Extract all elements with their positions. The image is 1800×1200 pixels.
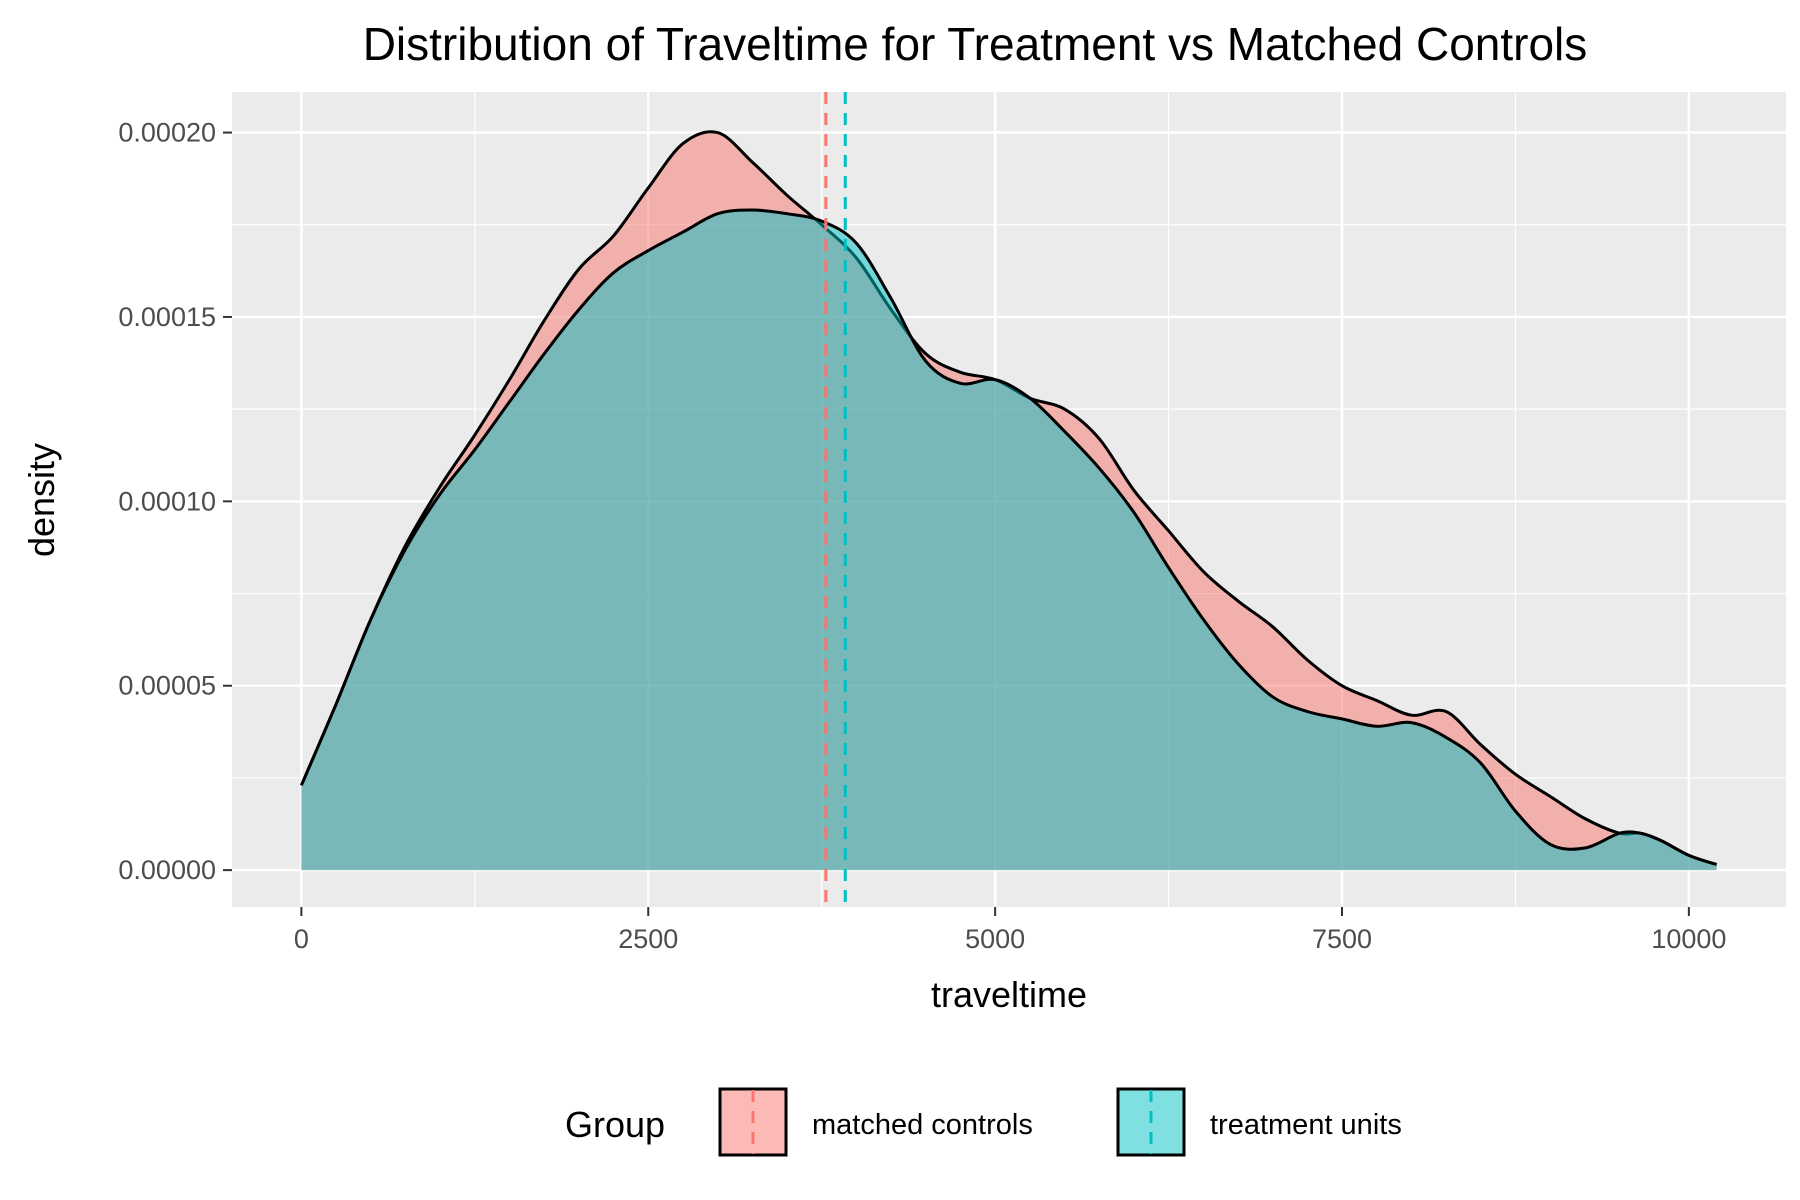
legend-items: matched controls treatment units	[718, 1087, 1402, 1157]
legend: Group matched controls treatment units	[565, 1087, 1402, 1157]
y-tick-label: 0.00020	[118, 118, 216, 148]
y-axis-title: density	[21, 443, 62, 557]
density-line-treatment-units	[300, 208, 1718, 867]
density-area-treatment-units	[301, 210, 1717, 871]
x-tick-label: 7500	[1312, 924, 1372, 954]
x-axis: 0 2500 5000 7500 10000	[294, 907, 1726, 954]
legend-label-treatment-units: treatment units	[1210, 1109, 1402, 1141]
legend-title: Group	[565, 1104, 665, 1145]
y-axis: 0.00000 0.00005 0.00010 0.00015 0.00020	[118, 118, 232, 885]
legend-label-matched-controls: matched controls	[812, 1109, 1033, 1141]
x-tick-label: 5000	[965, 924, 1025, 954]
mean-lines	[824, 92, 847, 907]
y-tick-label: 0.00015	[118, 302, 216, 332]
x-tick-label: 0	[294, 924, 309, 954]
x-axis-title: traveltime	[931, 974, 1087, 1015]
x-tick-label: 10000	[1651, 924, 1726, 954]
y-tick-label: 0.00010	[118, 486, 216, 516]
chart-title: Distribution of Traveltime for Treatment…	[363, 18, 1588, 70]
x-tick-label: 2500	[618, 924, 678, 954]
y-tick-label: 0.00000	[118, 855, 216, 885]
y-tick-label: 0.00005	[118, 671, 216, 701]
density-areas	[300, 130, 1718, 871]
